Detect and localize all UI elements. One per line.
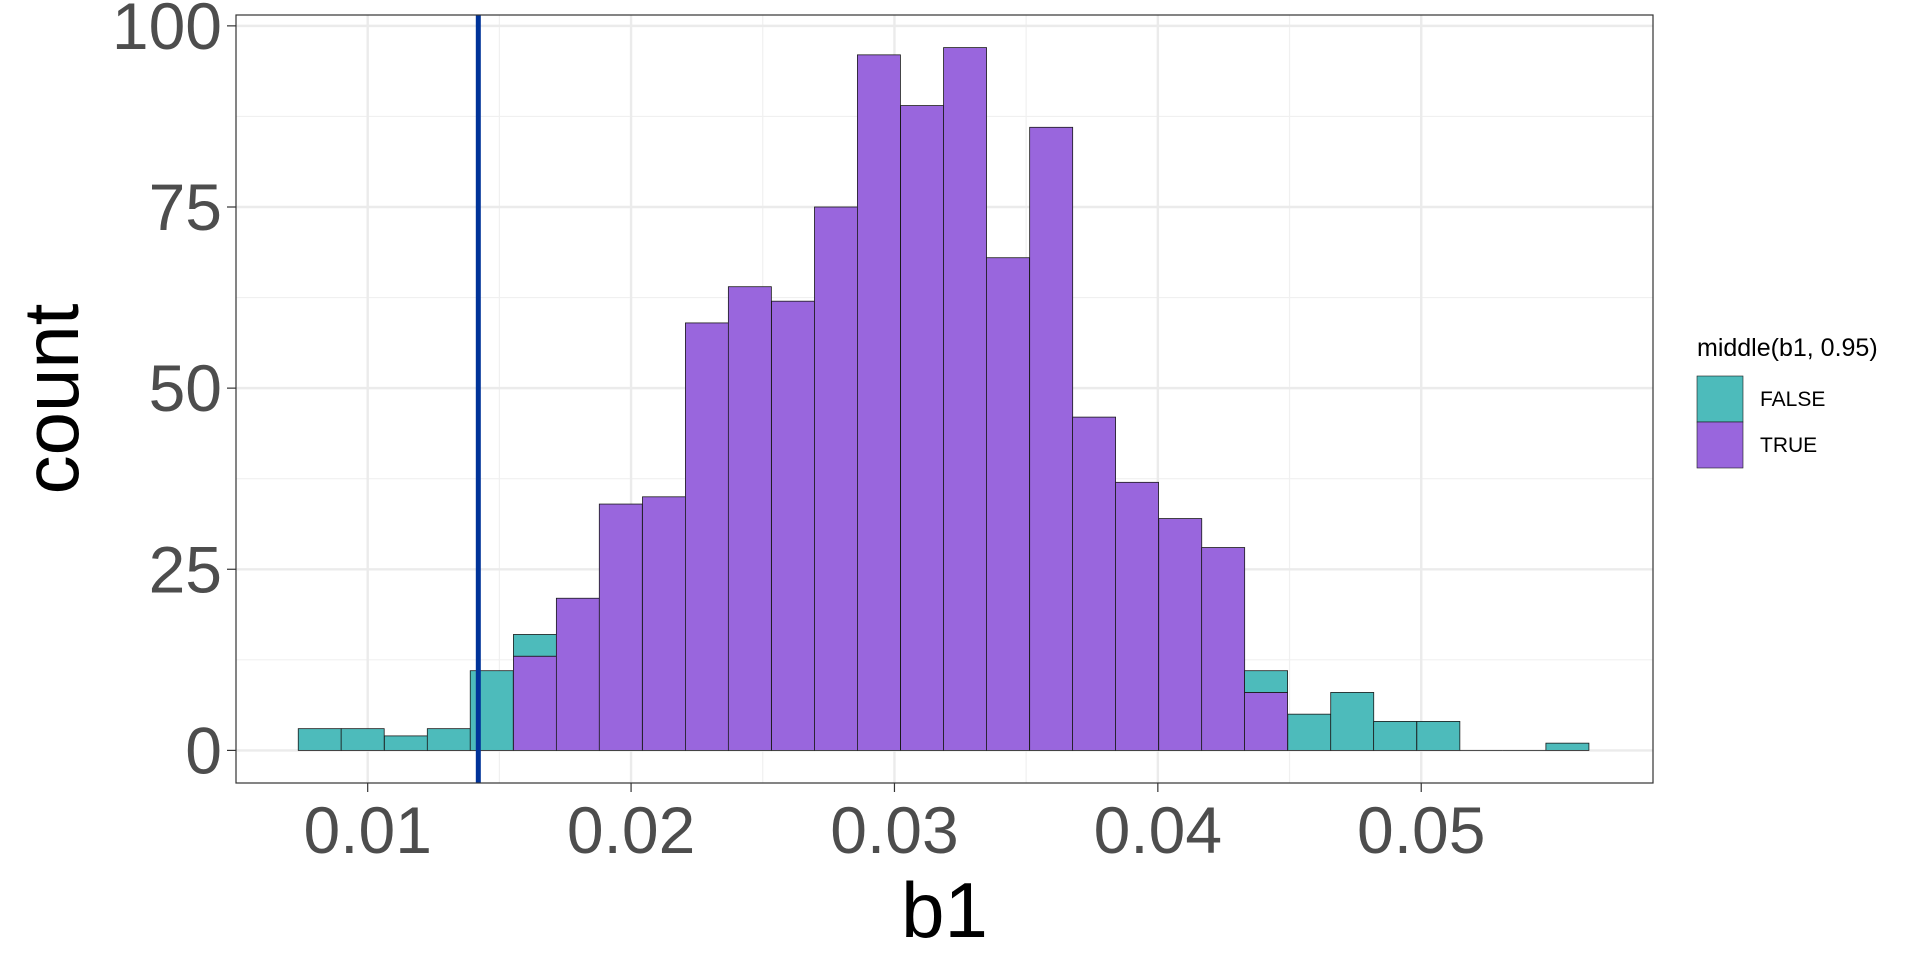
bar-true [1158,518,1203,751]
y-tick-label: 75 [149,170,222,244]
bar-true [986,257,1030,751]
legend-key-false [1696,375,1744,423]
y-tick-label: 50 [149,351,222,425]
legend-label-true: TRUE [1760,434,1817,457]
bar-true [1072,416,1117,751]
legend: middle(b1, 0.95) FALSE TRUE [1696,334,1878,469]
grid-layer [236,15,1653,783]
x-axis-title: b1 [901,866,988,954]
bar-false [1545,742,1590,751]
x-tick-label: 0.03 [830,793,958,867]
y-tick-label: 25 [149,532,222,606]
legend-label-false: FALSE [1760,388,1825,411]
bar-true [814,206,858,751]
bar-true [642,496,686,751]
bar-true [513,655,557,751]
x-tick-label: 0.05 [1357,793,1485,867]
x-tick-label: 0.02 [567,793,695,867]
bar-true [727,286,772,751]
y-tick-label: 0 [185,713,222,787]
legend-title: middle(b1, 0.95) [1697,334,1878,362]
bar-false [1373,721,1418,751]
bar-false [1330,692,1375,751]
bar-true [1115,481,1159,751]
bar-false [426,728,471,751]
bar-true [1244,692,1288,751]
bar-true [1029,126,1074,751]
bar-true [555,597,600,751]
bar-layer [297,47,1590,751]
bar-false [340,728,385,751]
bar-true [771,300,815,751]
bar-false [1244,670,1288,693]
legend-key-true [1696,421,1744,469]
panel-border [235,14,1654,784]
bar-false [1416,721,1461,751]
x-tick-label: 0.01 [303,793,431,867]
bar-false [1287,713,1332,751]
bar-false [383,735,428,751]
x-tick-label: 0.04 [1094,793,1222,867]
bar-true [857,54,901,751]
bar-true [900,105,945,751]
tick-layer: 0.01 0.02 0.03 0.04 0.05 0 25 50 75 100 [112,0,1486,867]
y-axis-title: count [7,303,95,494]
bar-true [685,322,729,751]
bar-false [297,728,342,751]
y-tick-label: 100 [112,0,222,63]
bar-false [513,634,557,657]
bar-true [1201,547,1246,751]
bar-true [943,47,987,751]
bar-true [598,503,643,751]
